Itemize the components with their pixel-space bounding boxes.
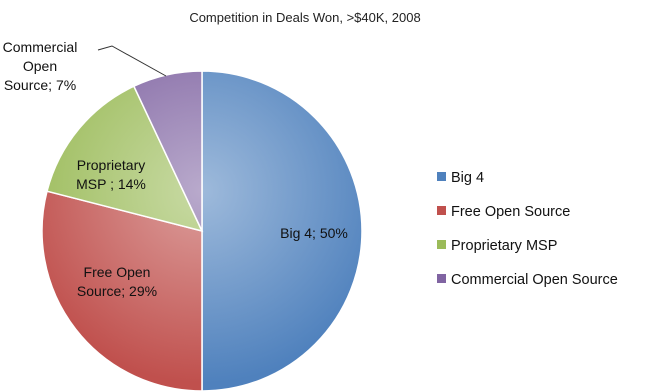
leader-line-commercial-open-source [97,45,167,77]
slice-labels: Big 4; 50% Free Open Source; 29% Proprietar… [3,39,348,299]
legend-label-free-open-source: Free Open Source [451,204,570,220]
slice-label-free-open-source: Free Open Source; 29% [77,264,157,299]
legend: Big 4 Free Open Source Proprietary MSP Comm… [437,170,618,288]
legend-swatch-commercial-open-source [437,274,446,283]
legend-label-big-4: Big 4 [451,170,484,186]
pie-slice-proprietary-msp [46,85,204,233]
legend-label-proprietary-msp: Proprietary MSP [451,238,557,254]
slice-label-big-4: Big 4; 50% [280,225,348,241]
slice-label-commercial-open-source: Commercial Open Source; 7% [3,39,78,93]
pie-slice-big-4 [201,70,363,391]
legend-label-commercial-open-source: Commercial Open Source [451,272,618,288]
pie-slice-commercial-open-source [132,70,203,232]
legend-swatch-free-open-source [437,206,446,215]
legend-swatch-proprietary-msp [437,240,446,249]
pie-slices [41,70,363,391]
chart-title: Competition in Deals Won, >$40K, 2008 [189,10,420,25]
slice-label-proprietary-msp: Proprietary MSP ; 14% [76,157,146,192]
pie-slice-free-open-source [41,190,203,391]
legend-swatch-big-4 [437,172,446,181]
